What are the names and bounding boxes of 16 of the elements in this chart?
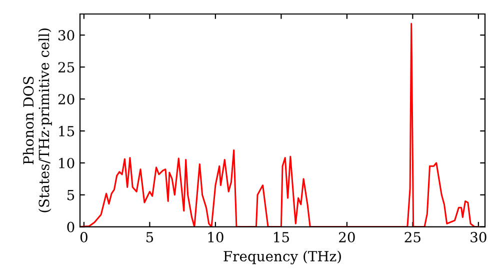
y-tick-label: 10 [59,158,74,168]
y-tick-label: 5 [67,190,74,200]
y-tick-label: 0 [67,222,74,232]
y-axis-title: Phonon DOS (States/THz·primitive cell) [22,28,52,212]
y-tick-label: 20 [58,94,74,104]
x-tick-label: 15 [274,232,289,242]
x-tick-label: 0 [80,232,88,242]
x-tick-label: 10 [208,232,224,242]
x-tick-label: 5 [146,232,154,242]
x-tick-label: 20 [339,232,355,242]
y-tick-label: 30 [58,30,74,41]
y-tick-label: 25 [58,62,74,73]
y-tick-label: 15 [59,126,74,136]
x-tick-label: 25 [404,232,420,242]
x-axis-title: Frequency (THz) [224,250,341,264]
x-tick-label: 30 [470,232,486,242]
